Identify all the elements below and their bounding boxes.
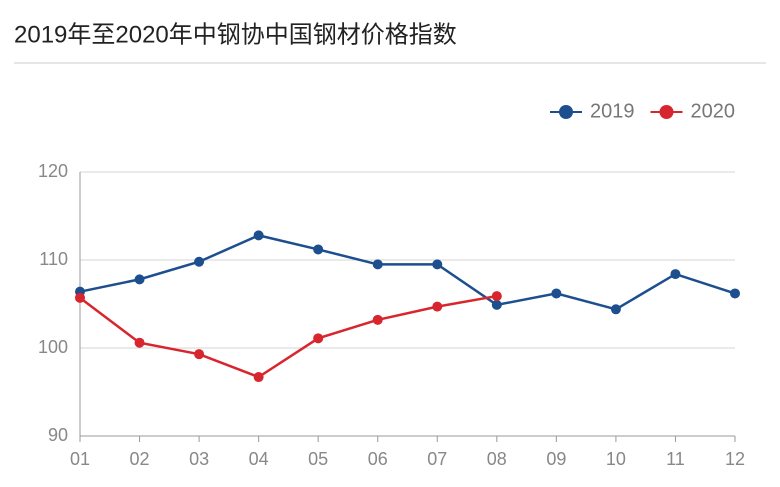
data-point bbox=[491, 299, 502, 310]
data-point bbox=[610, 304, 621, 315]
y-tick-label: 110 bbox=[39, 249, 68, 269]
data-point bbox=[313, 333, 324, 344]
data-point bbox=[670, 269, 681, 280]
data-point bbox=[253, 372, 264, 383]
x-tick-label: 12 bbox=[725, 449, 745, 469]
x-tick-label: 11 bbox=[666, 449, 685, 469]
data-point bbox=[372, 259, 383, 270]
y-tick-label: 90 bbox=[48, 425, 68, 445]
x-tick-label: 07 bbox=[427, 449, 447, 469]
x-tick-label: 02 bbox=[130, 449, 150, 469]
data-point bbox=[194, 256, 205, 267]
legend-label: 2019 bbox=[590, 100, 635, 122]
data-point bbox=[313, 244, 324, 255]
data-point bbox=[551, 288, 562, 299]
x-tick-label: 10 bbox=[606, 449, 626, 469]
data-point bbox=[134, 274, 145, 285]
x-tick-label: 01 bbox=[70, 449, 90, 469]
x-tick-label: 04 bbox=[249, 449, 269, 469]
legend-label: 2020 bbox=[691, 100, 736, 122]
y-tick-label: 100 bbox=[38, 337, 68, 357]
data-point bbox=[730, 288, 740, 299]
data-point bbox=[134, 337, 145, 348]
chart-title: 2019年至2020年中钢协中国钢材价格指数 bbox=[14, 21, 457, 48]
series-line bbox=[79, 294, 498, 379]
y-tick-label: 120 bbox=[38, 161, 68, 181]
legend-marker bbox=[659, 105, 674, 119]
legend-marker bbox=[559, 105, 573, 119]
data-point bbox=[432, 301, 443, 312]
data-point bbox=[491, 291, 502, 302]
series-line bbox=[79, 234, 736, 311]
data-point bbox=[432, 259, 443, 270]
x-tick-label: 08 bbox=[487, 449, 507, 469]
data-point bbox=[194, 349, 205, 360]
x-tick-label: 06 bbox=[368, 449, 388, 469]
x-tick-label: 09 bbox=[546, 449, 566, 469]
x-tick-label: 05 bbox=[308, 449, 328, 469]
data-point bbox=[253, 230, 264, 241]
data-point bbox=[372, 314, 383, 325]
x-tick-label: 03 bbox=[189, 449, 209, 469]
data-point bbox=[75, 292, 85, 303]
